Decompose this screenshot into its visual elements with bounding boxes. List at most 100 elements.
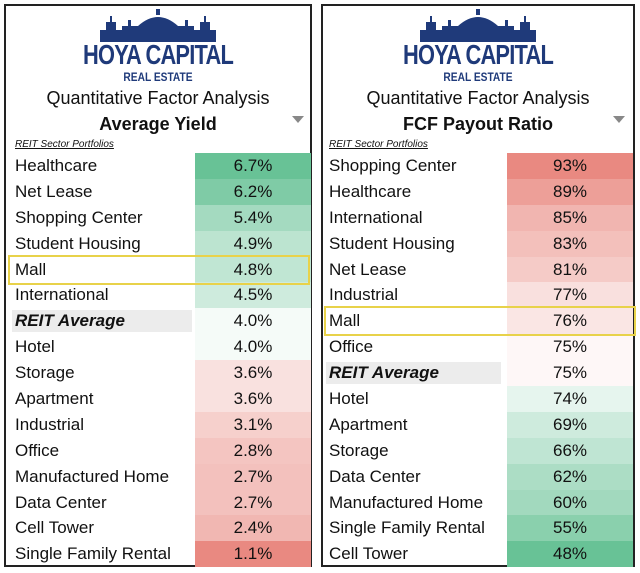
chevron-down-icon[interactable]	[613, 116, 625, 123]
sector-name: Mall	[15, 259, 47, 279]
heat-cell: 81%	[507, 256, 633, 283]
sector-name: Net Lease	[15, 181, 93, 201]
sector-name: REIT Average	[15, 311, 125, 331]
highlight-box	[324, 306, 636, 337]
table-row: Manufactured Home 60%	[323, 489, 633, 516]
table-rows: Shopping Center 93% Healthcare 89% Internati…	[323, 153, 633, 568]
heat-cell: 3.6%	[195, 386, 311, 412]
table-row: Mall 76%	[323, 308, 633, 335]
value-label: 1.1%	[233, 544, 273, 564]
heat-cell: 2.8%	[195, 437, 311, 464]
sector-name: Mall	[329, 311, 361, 331]
brand-title: HOYA CAPITAL	[402, 39, 554, 70]
heat-cell: 2.4%	[195, 515, 311, 542]
average-yield-panel: HOYA CAPITAL REAL ESTATE Quantitative Fa…	[4, 4, 312, 568]
value-label: 48%	[552, 544, 588, 564]
value-label: 85%	[552, 207, 588, 227]
table-row: Student Housing 83%	[323, 230, 633, 257]
analysis-header: Quantitative Factor Analysis	[46, 88, 270, 108]
value-label: 69%	[552, 414, 588, 434]
sector-name: Storage	[15, 363, 75, 383]
value-label: 4.0%	[233, 311, 273, 331]
heat-cell: 6.7%	[195, 153, 311, 179]
sector-name: International	[15, 285, 109, 305]
sector-name: Industrial	[329, 285, 398, 305]
heat-cell: 93%	[507, 153, 633, 179]
sector-name: Data Center	[15, 492, 107, 512]
table-row: Single Family Rental 1.1%	[6, 541, 311, 568]
value-label: 75%	[552, 337, 588, 357]
heat-cell: 4.0%	[195, 334, 311, 361]
sector-name: Apartment	[15, 389, 94, 409]
heat-cell: 3.1%	[195, 411, 311, 438]
chevron-down-icon[interactable]	[292, 116, 304, 123]
table-row: REIT Average 75%	[323, 360, 633, 387]
value-label: 2.4%	[233, 518, 273, 538]
sector-name: Apartment	[329, 414, 408, 434]
value-label: 81%	[552, 259, 588, 279]
sector-name: Industrial	[15, 414, 84, 434]
sector-name: Student Housing	[329, 233, 455, 253]
table-row: Hotel 4.0%	[6, 334, 311, 361]
heat-cell: 1.1%	[195, 541, 311, 568]
table-row: Office 2.8%	[6, 437, 311, 464]
table-row: REIT Average 4.0%	[6, 308, 311, 335]
sector-name: Single Family Rental	[15, 544, 171, 564]
value-label: 4.0%	[233, 337, 273, 357]
table-row: Shopping Center 5.4%	[6, 204, 311, 231]
table-row: Student Housing 4.9%	[6, 230, 311, 257]
capitol-skyline-icon	[6, 8, 310, 47]
sector-name: Healthcare	[329, 181, 412, 201]
sector-name: Single Family Rental	[329, 518, 485, 538]
heat-cell: 69%	[507, 411, 633, 438]
value-label: 4.8%	[233, 259, 273, 279]
value-label: 5.4%	[233, 207, 273, 227]
value-label: 89%	[552, 181, 588, 201]
table-row: Industrial 77%	[323, 282, 633, 309]
table-row: Cell Tower 2.4%	[6, 515, 311, 542]
value-label: 83%	[552, 233, 588, 253]
heat-cell: 4.5%	[195, 282, 311, 309]
heat-cell: 77%	[507, 282, 633, 309]
table-row: Net Lease 6.2%	[6, 178, 311, 205]
sector-name: Data Center	[329, 466, 421, 486]
value-label: 62%	[552, 466, 588, 486]
table-row: Storage 66%	[323, 437, 633, 464]
table-row: Hotel 74%	[323, 386, 633, 412]
value-label: 2.7%	[233, 492, 273, 512]
heat-cell: 75%	[507, 334, 633, 361]
sector-name: Office	[15, 440, 60, 460]
brand-title: HOYA CAPITAL	[82, 39, 234, 70]
table-subheader: REIT Sector Portfolios	[329, 139, 428, 150]
table-row: Manufactured Home 2.7%	[6, 463, 311, 490]
heat-cell: 74%	[507, 386, 633, 412]
table-rows: Healthcare 6.7% Net Lease 6.2% Shopping Cent…	[6, 153, 311, 568]
heat-cell: 3.6%	[195, 360, 311, 387]
heat-cell: 5.4%	[195, 204, 311, 231]
sector-name: Student Housing	[15, 233, 141, 253]
heat-cell: 6.2%	[195, 178, 311, 205]
sector-name: Net Lease	[329, 259, 407, 279]
table-row: International 4.5%	[6, 282, 311, 309]
heat-cell: 60%	[507, 489, 633, 516]
capitol-skyline-icon	[323, 8, 633, 47]
sector-name: International	[329, 207, 423, 227]
brand-subtitle: REAL ESTATE	[443, 70, 513, 84]
sector-name: Shopping Center	[329, 156, 457, 175]
analysis-header: Quantitative Factor Analysis	[366, 88, 590, 108]
sector-name: Manufactured Home	[329, 492, 484, 512]
table-row: International 85%	[323, 204, 633, 231]
value-label: 4.9%	[233, 233, 273, 253]
brand-subtitle: REAL ESTATE	[123, 70, 193, 84]
metric-title: Average Yield	[99, 114, 217, 134]
heat-cell: 4.8%	[195, 256, 311, 283]
sector-name: Healthcare	[15, 156, 98, 175]
sector-name: Hotel	[329, 389, 369, 409]
table-row: Industrial 3.1%	[6, 411, 311, 438]
value-label: 3.6%	[233, 363, 273, 383]
value-label: 3.1%	[233, 414, 273, 434]
table-row: Shopping Center 93%	[323, 153, 633, 179]
heat-cell: 75%	[507, 360, 633, 387]
value-label: 2.7%	[233, 466, 273, 486]
table-row: Apartment 3.6%	[6, 386, 311, 412]
